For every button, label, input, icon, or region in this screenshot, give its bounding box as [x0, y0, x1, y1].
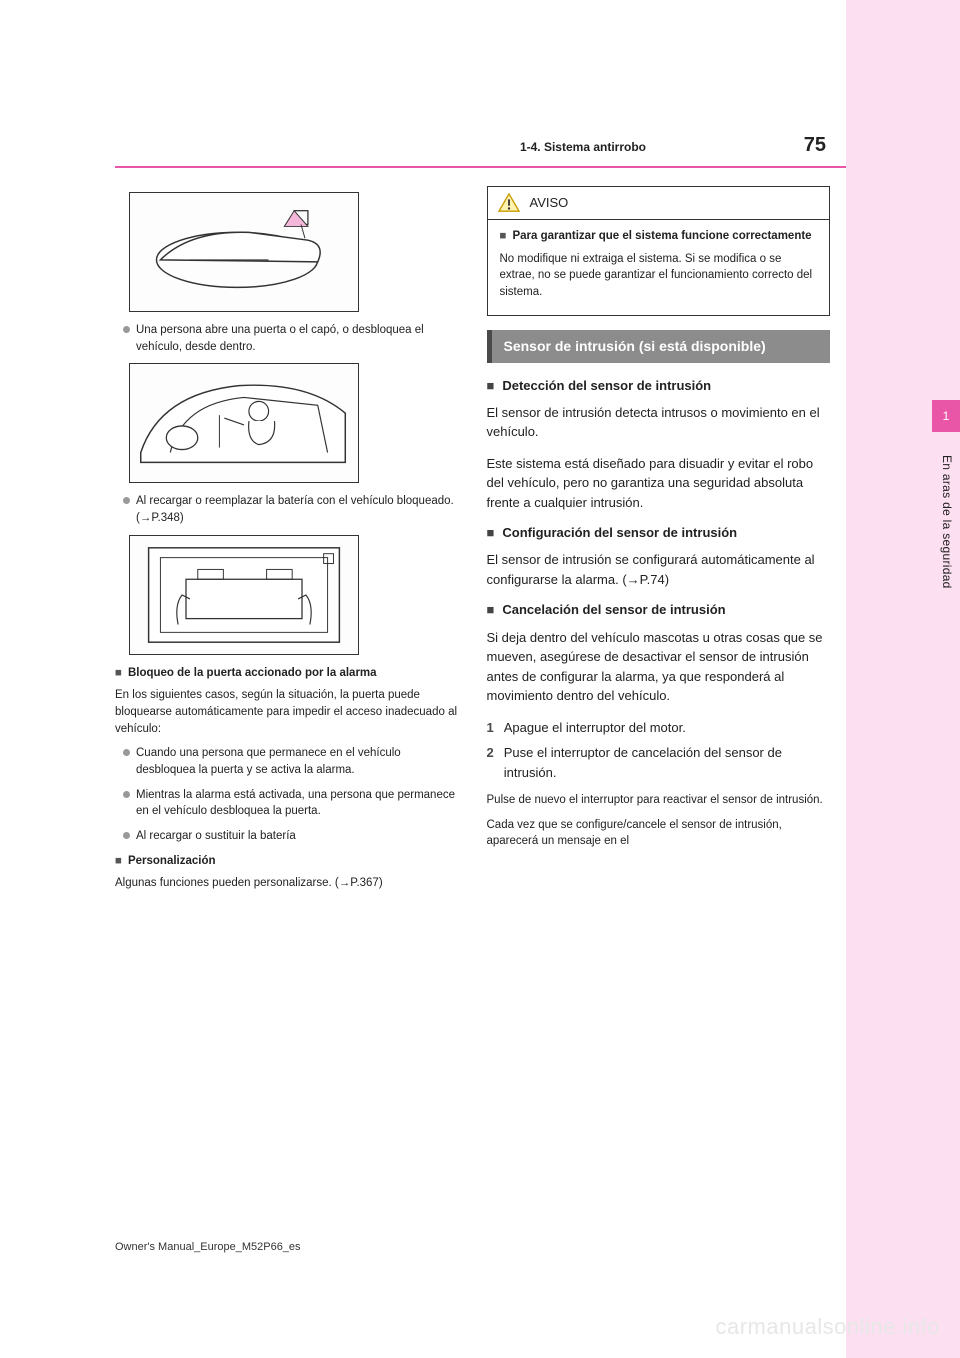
sidebar-pink-stripe: [846, 0, 960, 1358]
bullet-item: Mientras la alarma está activada, una pe…: [123, 787, 459, 820]
page-number: 75: [804, 134, 826, 157]
paragraph: Algunas funciones pueden personalizarse.…: [115, 875, 459, 892]
figure-battery-compartment: [129, 535, 359, 655]
bullet-item: Al recargar o sustituir la batería: [123, 828, 459, 845]
topic-heading-text: Detección del sensor de intrusión: [502, 377, 711, 395]
content-area: Una persona abre una puerta o el capó, o…: [115, 186, 830, 1228]
chapter-number: 1: [943, 409, 950, 423]
bullet-text: Al recargar o sustituir la batería: [136, 828, 296, 845]
bullet-text: Mientras la alarma está activada, una pe…: [136, 787, 459, 820]
bullet-text: Al recargar o reemplazar la batería con …: [136, 493, 459, 526]
bullet-dot-icon: [123, 749, 130, 756]
section-header: 1-4. Sistema antirrobo: [520, 140, 646, 154]
square-bullet-icon: ■: [487, 601, 495, 619]
paragraph: En los siguientes casos, según la situac…: [115, 687, 459, 737]
bullet-dot-icon: [123, 791, 130, 798]
right-column: AVISO ■ Para garantizar que el sistema f…: [487, 186, 831, 1228]
paragraph: El sensor de intrusión se configurará au…: [487, 550, 831, 589]
paragraph: Cada vez que se configure/cancele el sen…: [487, 817, 831, 850]
notice-heading-text: Para garantizar que el sistema funcione …: [512, 228, 811, 245]
watermark-text: carmanualsonline.info: [715, 1314, 940, 1340]
topic-heading-text: Cancelación del sensor de intrusión: [502, 601, 725, 619]
topic-heading: ■ Cancelación del sensor de intrusión: [487, 601, 831, 619]
square-bullet-icon: ■: [487, 377, 495, 395]
numbered-step: 2 Puse el interruptor de cancelación del…: [487, 743, 831, 782]
figure-door-handle: [129, 192, 359, 312]
warning-triangle-icon: [498, 193, 520, 213]
notice-text: No modifique ni extraiga el sistema. Si …: [500, 251, 818, 301]
section-heading-bar: Sensor de intrusión (si está disponible): [487, 330, 831, 363]
topic-heading: ■ Detección del sensor de intrusión: [487, 377, 831, 395]
bullet-text: Cuando una persona que permanece en el v…: [136, 745, 459, 778]
bullet-item: Cuando una persona que permanece en el v…: [123, 745, 459, 778]
numbered-step: 1 Apague el interruptor del motor.: [487, 718, 831, 738]
section-heading-text: Sensor de intrusión (si está disponible): [504, 338, 766, 354]
sub-heading: ■ Personalización: [115, 853, 459, 870]
sub-heading-text: Bloqueo de la puerta accionado por la al…: [128, 665, 377, 682]
square-bullet-icon: ■: [115, 853, 122, 870]
bullet-item: Una persona abre una puerta o el capó, o…: [123, 322, 459, 355]
notice-header: AVISO: [488, 187, 830, 220]
bullet-dot-icon: [123, 326, 130, 333]
notice-body: ■ Para garantizar que el sistema funcion…: [488, 220, 830, 315]
topic-heading: ■ Configuración del sensor de intrusión: [487, 524, 831, 542]
bullet-dot-icon: [123, 497, 130, 504]
square-bullet-icon: ■: [500, 228, 507, 245]
step-text: Puse el interruptor de cancelación del s…: [504, 743, 830, 782]
square-bullet-icon: ■: [115, 665, 122, 682]
step-text: Apague el interruptor del motor.: [504, 718, 686, 738]
bullet-item: Al recargar o reemplazar la batería con …: [123, 493, 459, 526]
notice-box: AVISO ■ Para garantizar que el sistema f…: [487, 186, 831, 316]
paragraph: Pulse de nuevo el interruptor para react…: [487, 792, 831, 809]
bullet-text: Una persona abre una puerta o el capó, o…: [136, 322, 459, 355]
notice-sub-heading: ■ Para garantizar que el sistema funcion…: [500, 228, 818, 245]
chapter-tab: 1: [932, 400, 960, 432]
bullet-dot-icon: [123, 832, 130, 839]
notice-label: AVISO: [530, 194, 569, 213]
paragraph: Este sistema está diseñado para disuadir…: [487, 454, 831, 513]
paragraph: El sensor de intrusión detecta intrusos …: [487, 403, 831, 442]
sub-heading: ■ Bloqueo de la puerta accionado por la …: [115, 665, 459, 682]
chapter-title-vertical: En aras de la seguridad: [940, 455, 954, 589]
paragraph: Si deja dentro del vehículo mascotas u o…: [487, 628, 831, 706]
topic-heading-text: Configuración del sensor de intrusión: [502, 524, 737, 542]
left-column: Una persona abre una puerta o el capó, o…: [115, 186, 459, 1228]
header-rule: [115, 166, 846, 168]
sub-heading-text: Personalización: [128, 853, 216, 870]
step-number: 1: [487, 718, 494, 738]
square-bullet-icon: ■: [487, 524, 495, 542]
figure-person-in-car: [129, 363, 359, 483]
step-number: 2: [487, 743, 494, 782]
footer-text: Owner's Manual_Europe_M52P66_es: [115, 1241, 301, 1253]
